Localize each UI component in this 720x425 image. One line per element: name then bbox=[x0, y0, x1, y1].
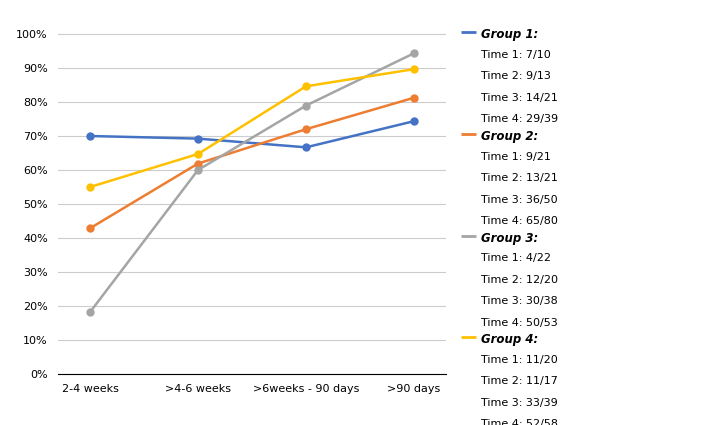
Text: Time 4: 65/80: Time 4: 65/80 bbox=[481, 216, 558, 226]
Text: Group 3:: Group 3: bbox=[481, 232, 539, 245]
Text: Time 4: 29/39: Time 4: 29/39 bbox=[481, 114, 558, 125]
Text: Time 3: 36/50: Time 3: 36/50 bbox=[481, 195, 557, 204]
Text: Group 4:: Group 4: bbox=[481, 333, 539, 346]
Text: Group 1:: Group 1: bbox=[481, 28, 539, 41]
Text: Time 3: 30/38: Time 3: 30/38 bbox=[481, 296, 558, 306]
Text: Time 1: 9/21: Time 1: 9/21 bbox=[481, 152, 551, 162]
Text: Time 4: 50/53: Time 4: 50/53 bbox=[481, 318, 558, 328]
Text: Time 3: 33/39: Time 3: 33/39 bbox=[481, 398, 558, 408]
Text: Time 2: 12/20: Time 2: 12/20 bbox=[481, 275, 558, 285]
Text: Time 1: 11/20: Time 1: 11/20 bbox=[481, 355, 558, 365]
Text: Time 4: 52/58: Time 4: 52/58 bbox=[481, 419, 558, 425]
Text: Time 3: 14/21: Time 3: 14/21 bbox=[481, 93, 558, 103]
Text: Time 1: 4/22: Time 1: 4/22 bbox=[481, 253, 551, 263]
Text: Time 2: 9/13: Time 2: 9/13 bbox=[481, 71, 551, 82]
Text: Time 2: 13/21: Time 2: 13/21 bbox=[481, 173, 558, 183]
Text: Group 2:: Group 2: bbox=[481, 130, 539, 143]
Text: Time 2: 11/17: Time 2: 11/17 bbox=[481, 377, 558, 386]
Text: Time 1: 7/10: Time 1: 7/10 bbox=[481, 50, 551, 60]
